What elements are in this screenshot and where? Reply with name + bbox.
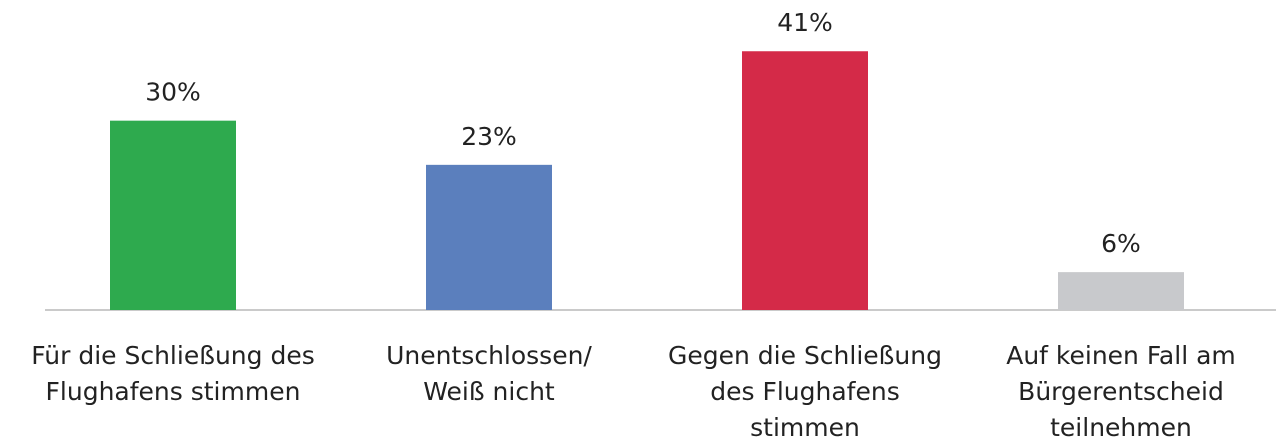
x-tick-label: Unentschlossen/ Weiß nicht: [386, 341, 592, 406]
value-label: 23%: [461, 122, 517, 151]
bar: [1058, 272, 1184, 310]
x-tick-label: Auf keinen Fall am Bürgerentscheid teiln…: [1006, 341, 1236, 442]
x-tick-label: Gegen die Schließung des Flughafens stim…: [668, 341, 942, 442]
value-label: 30%: [145, 78, 201, 107]
bar: [742, 51, 868, 310]
x-tick-label: Für die Schließung des Flughafens stimme…: [31, 341, 315, 406]
value-label: 6%: [1101, 229, 1141, 258]
bar: [110, 120, 236, 311]
value-label: 41%: [777, 8, 833, 37]
bar: [426, 164, 552, 310]
